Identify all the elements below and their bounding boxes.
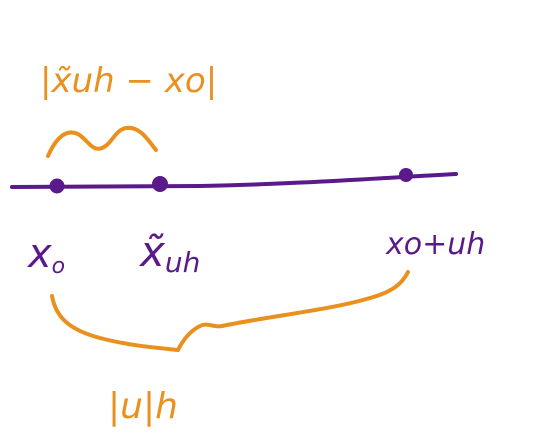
top-brace-label: |x̃uh − xo| (40, 61, 217, 101)
top-brace (46, 125, 158, 158)
bottom-brace-label: |u|h (108, 386, 178, 427)
point-x0-plus-uh (399, 168, 413, 182)
bottom-brace (50, 270, 410, 353)
label-x0-plus-uh: xo+uh (385, 227, 485, 262)
label-x-tilde: x̃uh (138, 227, 200, 279)
point-x0 (49, 178, 65, 194)
point-x-tilde (152, 176, 168, 192)
number-line (10, 172, 458, 189)
label-x0: xo (26, 231, 65, 279)
